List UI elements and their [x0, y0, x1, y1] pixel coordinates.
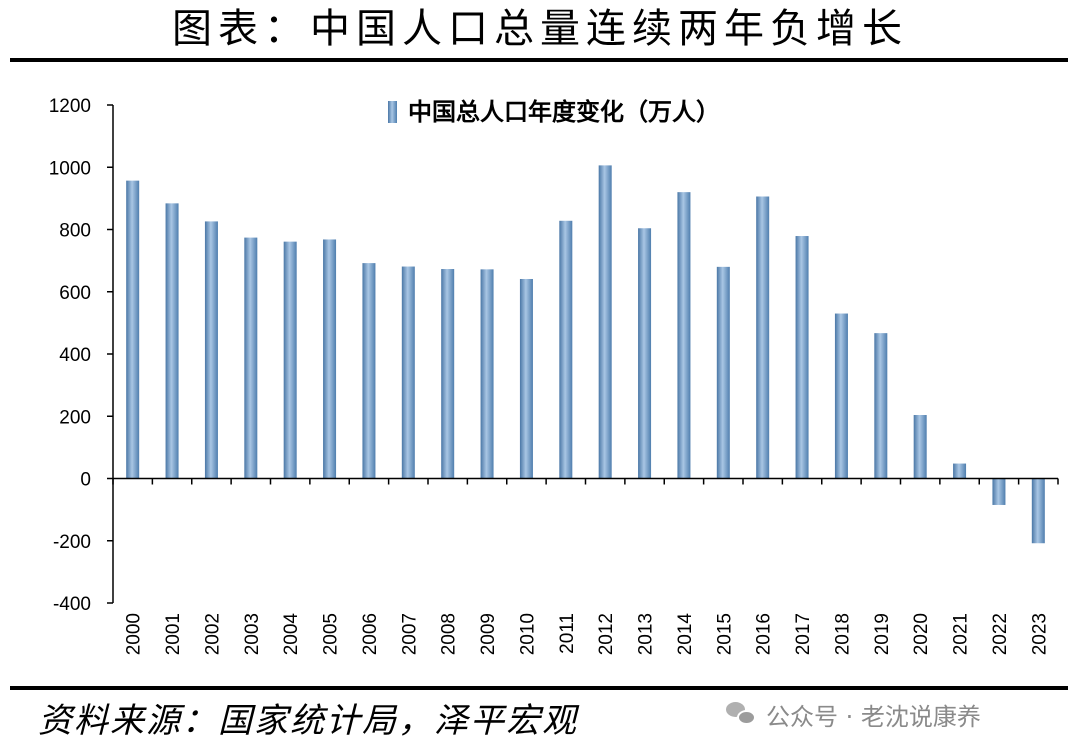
x-tick-label: 2021	[951, 613, 972, 655]
x-tick-label: 2017	[793, 613, 814, 655]
bar-2011	[559, 220, 573, 479]
bar-2016	[756, 196, 770, 479]
x-tick-label: 2006	[360, 613, 381, 655]
y-tick-label: 200	[59, 407, 91, 428]
bar-2017	[795, 236, 809, 479]
x-tick-label: 2005	[321, 613, 342, 655]
y-tick-label: -400	[53, 594, 91, 615]
bar-2003	[244, 237, 258, 479]
y-tick-label: 600	[59, 283, 91, 304]
x-tick-label: 2003	[242, 613, 263, 655]
x-tick-label: 2009	[478, 613, 499, 655]
x-tick-label: 2018	[832, 613, 853, 655]
y-tick-label: 1200	[49, 96, 91, 117]
x-tick-label: 2016	[754, 613, 775, 655]
bar-2001	[165, 203, 179, 479]
bar-2019	[874, 333, 888, 479]
y-tick-label: 0	[80, 470, 91, 491]
footer-rule	[10, 686, 1068, 690]
bar-2014	[677, 192, 691, 479]
bar-2008	[441, 269, 455, 479]
bar-2009	[480, 269, 494, 479]
bar-2005	[323, 239, 337, 479]
x-tick-label: 2004	[281, 613, 302, 656]
bar-2006	[362, 263, 376, 479]
page-title: 图表：中国人口总量连续两年负增长	[172, 6, 908, 52]
x-tick-label: 2014	[675, 613, 696, 656]
legend: 中国总人口年度变化（万人）	[388, 97, 720, 126]
y-tick-label: -200	[53, 532, 91, 553]
legend-label: 中国总人口年度变化（万人）	[408, 97, 720, 126]
x-tick-label: 2015	[714, 613, 735, 655]
bar-2020	[913, 415, 927, 479]
watermark-text: 公众号 · 老沈说康养	[766, 702, 981, 731]
legend-swatch	[388, 101, 397, 123]
y-tick-label: 400	[59, 345, 91, 366]
y-tick-label: 1000	[49, 158, 91, 179]
x-tick-label: 2022	[990, 613, 1011, 655]
x-tick-label: 2013	[636, 613, 657, 655]
x-tick-label: 2002	[202, 613, 223, 655]
x-tick-label: 2012	[596, 613, 617, 655]
x-tick-label: 2001	[163, 613, 184, 655]
bar-2007	[401, 266, 415, 479]
x-tick-label: 2008	[439, 613, 460, 655]
bar-2002	[204, 221, 218, 479]
x-tick-label: 2019	[872, 613, 893, 655]
bars	[126, 165, 1045, 544]
bar-2010	[519, 278, 533, 479]
x-tick-label: 2011	[557, 613, 578, 654]
y-tick-label: 800	[59, 221, 91, 242]
bar-2013	[638, 228, 652, 479]
watermark: 公众号 · 老沈说康养	[726, 696, 981, 732]
y-axis: -400 -200 0 200 400 600 800 1000 1200	[49, 96, 114, 615]
bar-2018	[834, 313, 848, 479]
x-tick-label: 2000	[124, 613, 145, 655]
bar-2000	[126, 180, 140, 479]
x-tick-label: 2020	[911, 613, 932, 655]
bar-2021	[953, 463, 967, 479]
x-tick-label: 2010	[517, 613, 538, 655]
x-tick-label: 2023	[1029, 613, 1050, 655]
wechat-icon	[726, 702, 756, 726]
bar-2022	[992, 478, 1006, 505]
bar-2012	[598, 165, 612, 479]
source-note: 资料来源：国家统计局，泽平宏观	[38, 701, 578, 741]
bar-2023	[1031, 478, 1045, 544]
bar-2004	[283, 241, 297, 479]
x-axis: 2000 2001 2002 2003 2004 2005 2006 2007 2008 2009…	[112, 477, 1059, 656]
header-rule	[10, 58, 1068, 62]
x-tick-label: 2007	[399, 613, 420, 655]
bar-2015	[716, 266, 730, 479]
